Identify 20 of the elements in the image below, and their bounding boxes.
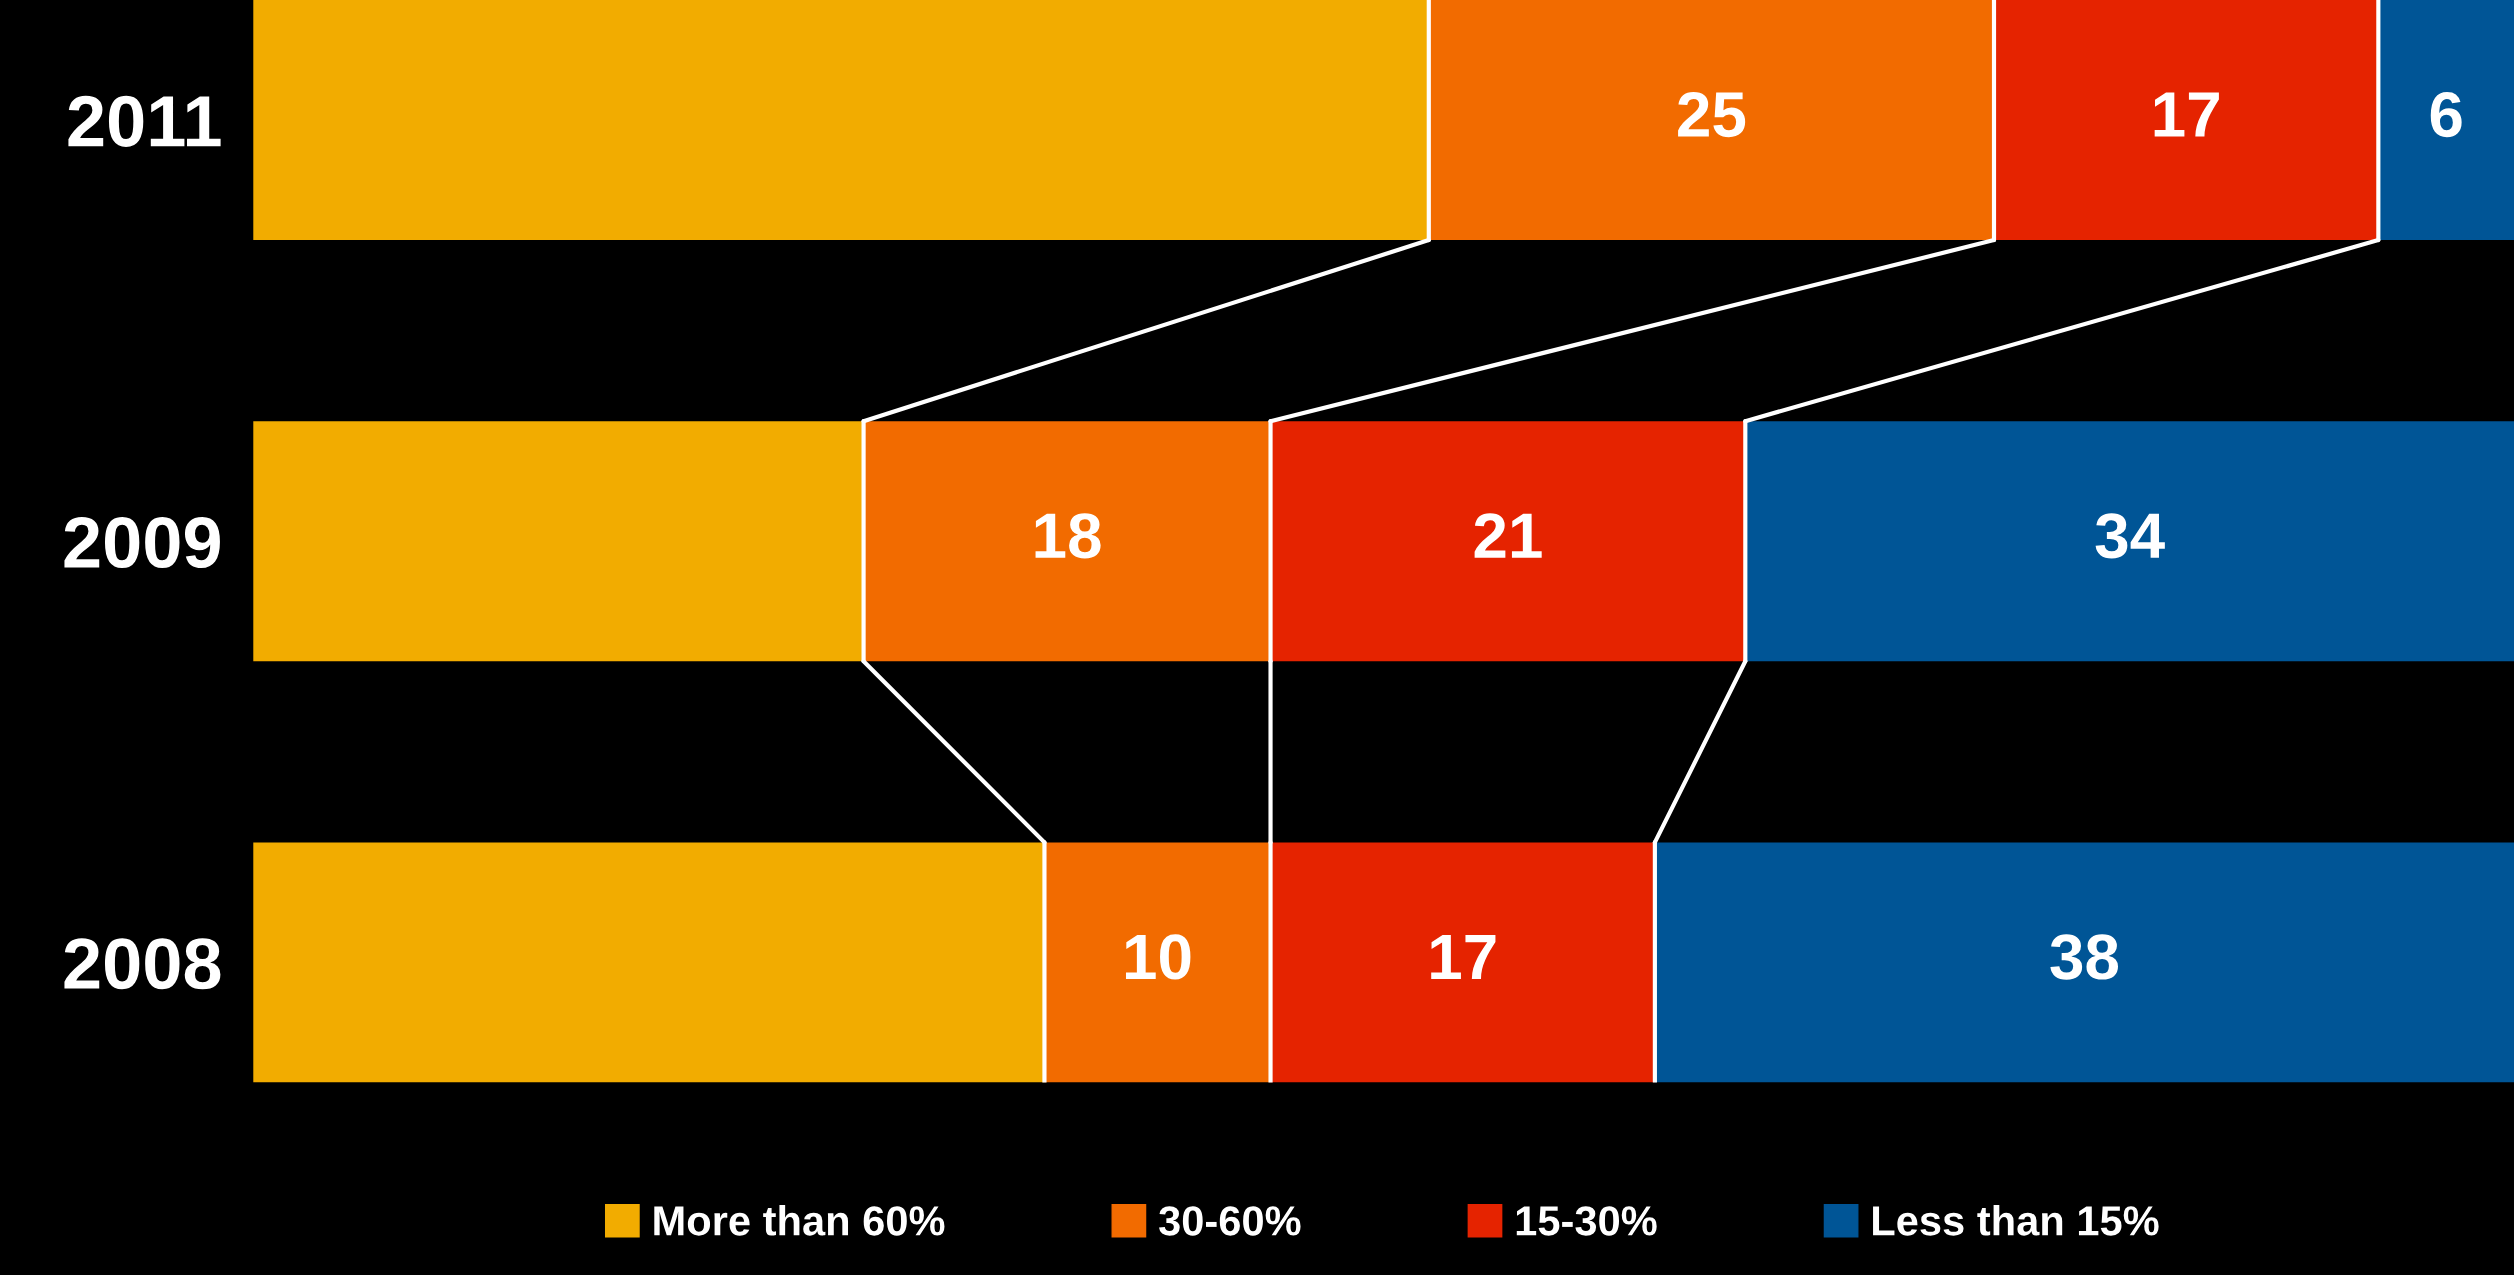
data-label: 38 (2050, 934, 2119, 980)
data-label: 18 (1035, 513, 1101, 559)
bar (253, 842, 1045, 1083)
data-label: 10 (1125, 934, 1191, 980)
bar (253, 421, 864, 662)
data-label: 34 (2095, 513, 2165, 559)
data-label: 17 (1431, 935, 1496, 979)
legend-label: 30-60% (1159, 1206, 1301, 1236)
bar (1654, 842, 2514, 1083)
y-tick-label: 2009 (64, 516, 220, 569)
legend-label: Less than 15% (1873, 1205, 2159, 1236)
data-label: 17 (2154, 92, 2219, 137)
bar (253, 0, 1429, 241)
data-label: 21 (1474, 513, 1542, 558)
data-label: 6 (2430, 91, 2462, 138)
legend-label: 15-30% (1516, 1206, 1657, 1236)
y-tick-label: 2008 (64, 938, 221, 990)
y-tick-label: 2011 (68, 95, 221, 147)
data-label: 25 (1678, 91, 1746, 138)
legend-label: More than 60% (654, 1205, 945, 1236)
